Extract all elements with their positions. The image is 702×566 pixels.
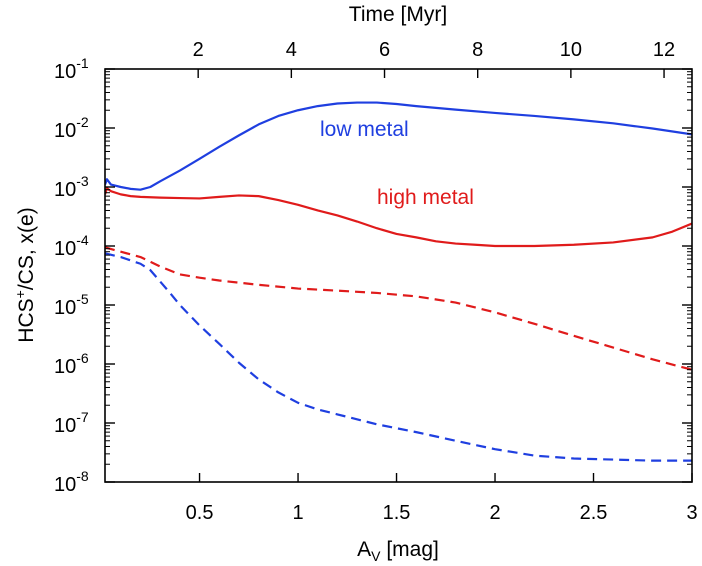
top-axis-title: Time [Myr] [349, 3, 447, 26]
series-layer [105, 101, 692, 462]
x-bottom-tick-label: 0.5 [186, 502, 214, 524]
x-top-tick-label: 12 [653, 39, 675, 61]
x-top-tick-label: 4 [286, 39, 297, 61]
y-axis-title-superscript: + [12, 290, 28, 298]
x-top-tick-label: 8 [472, 39, 483, 61]
series-line-low-metal-solid [105, 101, 692, 191]
x-bottom-tick-label: 2 [489, 502, 500, 524]
y-tick-label: 10-3 [54, 173, 89, 201]
x-top-tick-label: 2 [193, 39, 204, 61]
series-line-low-metal-x-e--dashed [105, 252, 692, 462]
y-tick-label: 10-7 [54, 409, 89, 437]
x-top-tick-label: 10 [560, 39, 582, 61]
bottom-axis-title-main: A [357, 538, 371, 561]
x-bottom-tick-label: 2.5 [580, 502, 608, 524]
bottom-axis-title-rest: [mag] [381, 538, 439, 561]
x-top-tick-label: 6 [379, 39, 390, 61]
annotation-low-metal: low metal [320, 118, 409, 141]
y-tick-label: 10-6 [54, 350, 89, 378]
series-line-high-metal-solid [105, 187, 692, 248]
x-bottom-tick-label: 1.5 [383, 502, 411, 524]
series-line-high-metal-x-e--dashed [105, 246, 692, 371]
y-tick-label: 10-2 [54, 114, 89, 142]
y-tick-label: 10-1 [54, 55, 89, 83]
y-axis-title-main: HCS [15, 298, 38, 342]
annotation-high-metal: high metal [377, 186, 474, 209]
y-tick-label: 10-4 [54, 232, 89, 260]
bottom-axis-title-subscript: V [371, 548, 381, 564]
y-tick-label: 10-5 [54, 291, 89, 319]
y-axis-title: HCS+/CS, x(e) [12, 207, 38, 342]
y-axis-title-rest: /CS, x(e) [15, 207, 38, 290]
x-bottom-tick-label: 3 [686, 502, 697, 524]
y-tick-label: 10-8 [54, 468, 89, 496]
x-bottom-tick-label: 1 [292, 502, 303, 524]
bottom-axis-title: AV [mag] [357, 538, 439, 564]
plot-frame [104, 68, 693, 483]
tick-layer: 0.5 1 1.5 2 2.5 3 2 4 6 8 10 12 10-1 10-2 10-3 10-4 10-5… [54, 39, 698, 524]
